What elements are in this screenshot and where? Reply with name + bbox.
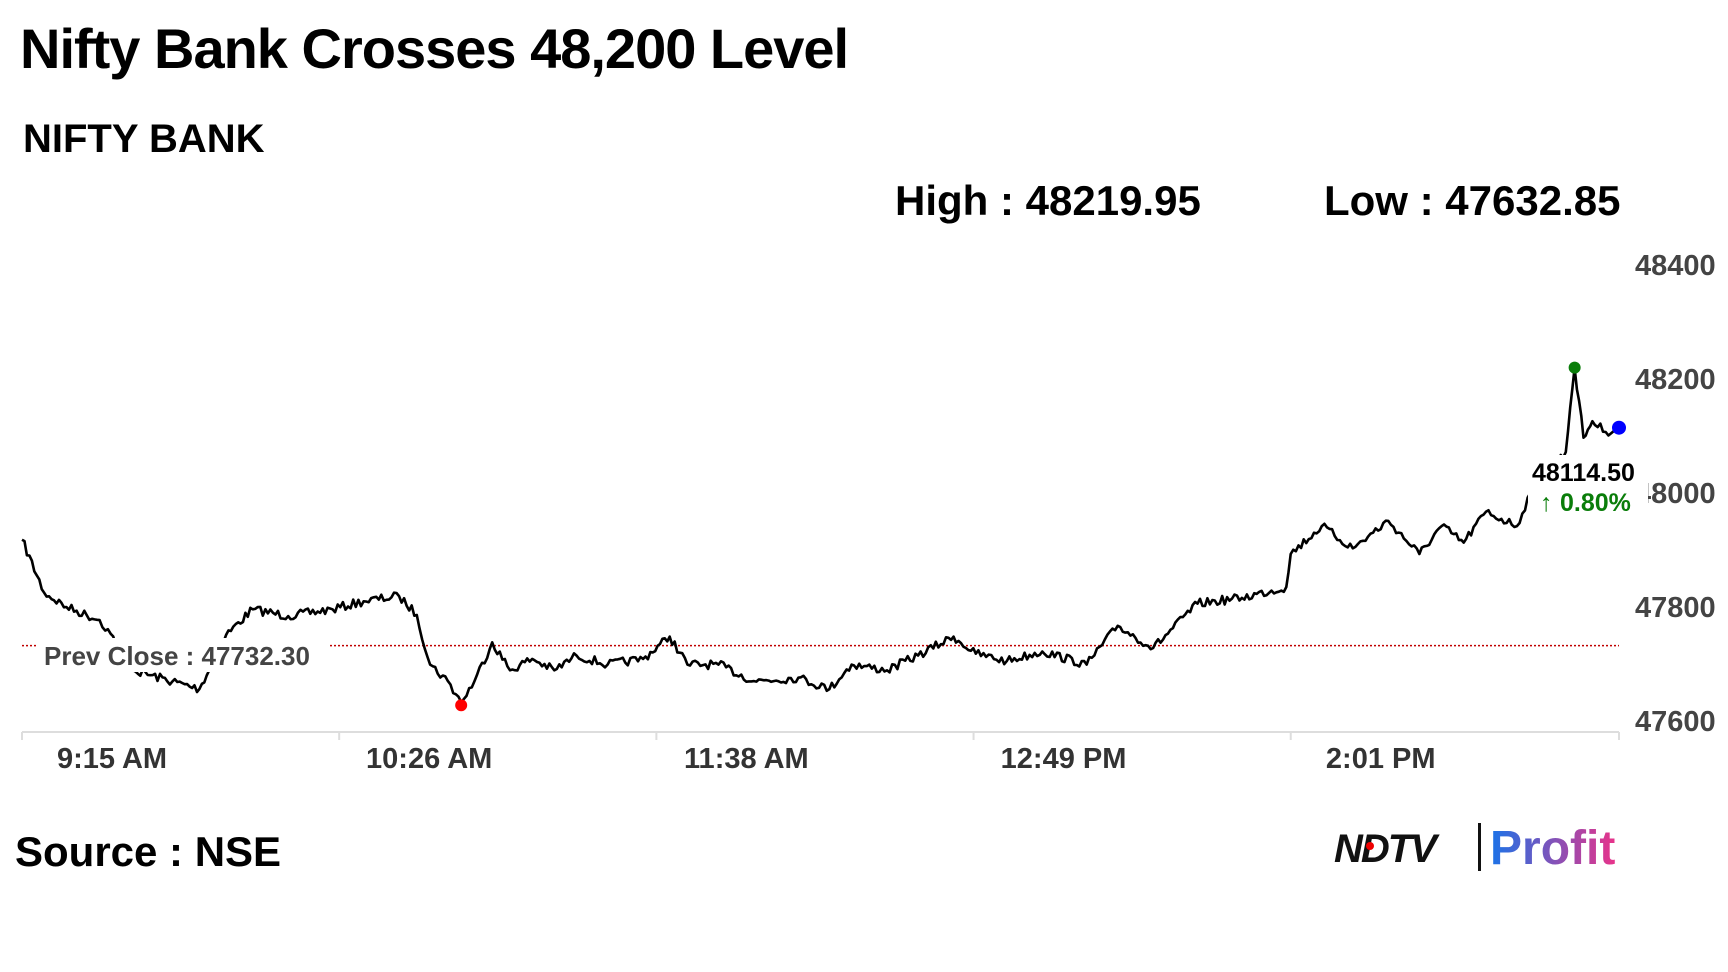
x-tick-label: 12:49 PM (1001, 743, 1127, 775)
high-marker (1568, 361, 1581, 374)
y-tick-label: 48200 (1635, 364, 1716, 396)
y-tick-label: 47600 (1635, 706, 1716, 738)
prev-close-label-bg (38, 638, 328, 672)
source-label: Source : NSE (15, 828, 281, 875)
chart-title: Nifty Bank Crosses 48,200 Level (20, 17, 848, 80)
change-label: 0.80% (1560, 489, 1631, 517)
y-tick-label: 48400 (1635, 250, 1716, 282)
prev-close-label: Prev Close : 47732.30 (44, 641, 310, 671)
low-label: Low : 47632.85 (1324, 177, 1620, 224)
last-value-label: 48114.50 (1532, 459, 1635, 487)
x-tick-label: 10:26 AM (366, 743, 492, 775)
ndtv-logo-dot (1366, 842, 1374, 850)
x-tick-label: 11:38 AM (684, 743, 809, 775)
chart-subtitle: NIFTY BANK (23, 117, 265, 161)
logo-divider (1478, 823, 1481, 871)
ndtv-logo-text: NDTV (1334, 827, 1440, 871)
y-tick-label: 47800 (1635, 592, 1716, 624)
low-marker (455, 699, 468, 712)
last-label-bg (1528, 455, 1648, 517)
series-line (21, 366, 1620, 704)
x-tick-label: 2:01 PM (1326, 743, 1436, 775)
last-marker (1612, 420, 1626, 435)
ndtv-profit-logo: NDTV Profit (1334, 822, 1615, 875)
high-label: High : 48219.95 (895, 177, 1201, 224)
x-axis: 9:15 AM 10:26 AM 11:38 AM 12:49 PM 2:01 PM (21, 731, 1620, 775)
x-tick-label: 9:15 AM (57, 743, 167, 775)
profit-logo-text: Profit (1490, 822, 1615, 875)
y-tick-label: 48000 (1635, 478, 1716, 510)
change-arrow-icon: ↑ (1540, 489, 1553, 517)
y-axis: 48400 48200 48000 47800 47600 (1635, 250, 1716, 738)
